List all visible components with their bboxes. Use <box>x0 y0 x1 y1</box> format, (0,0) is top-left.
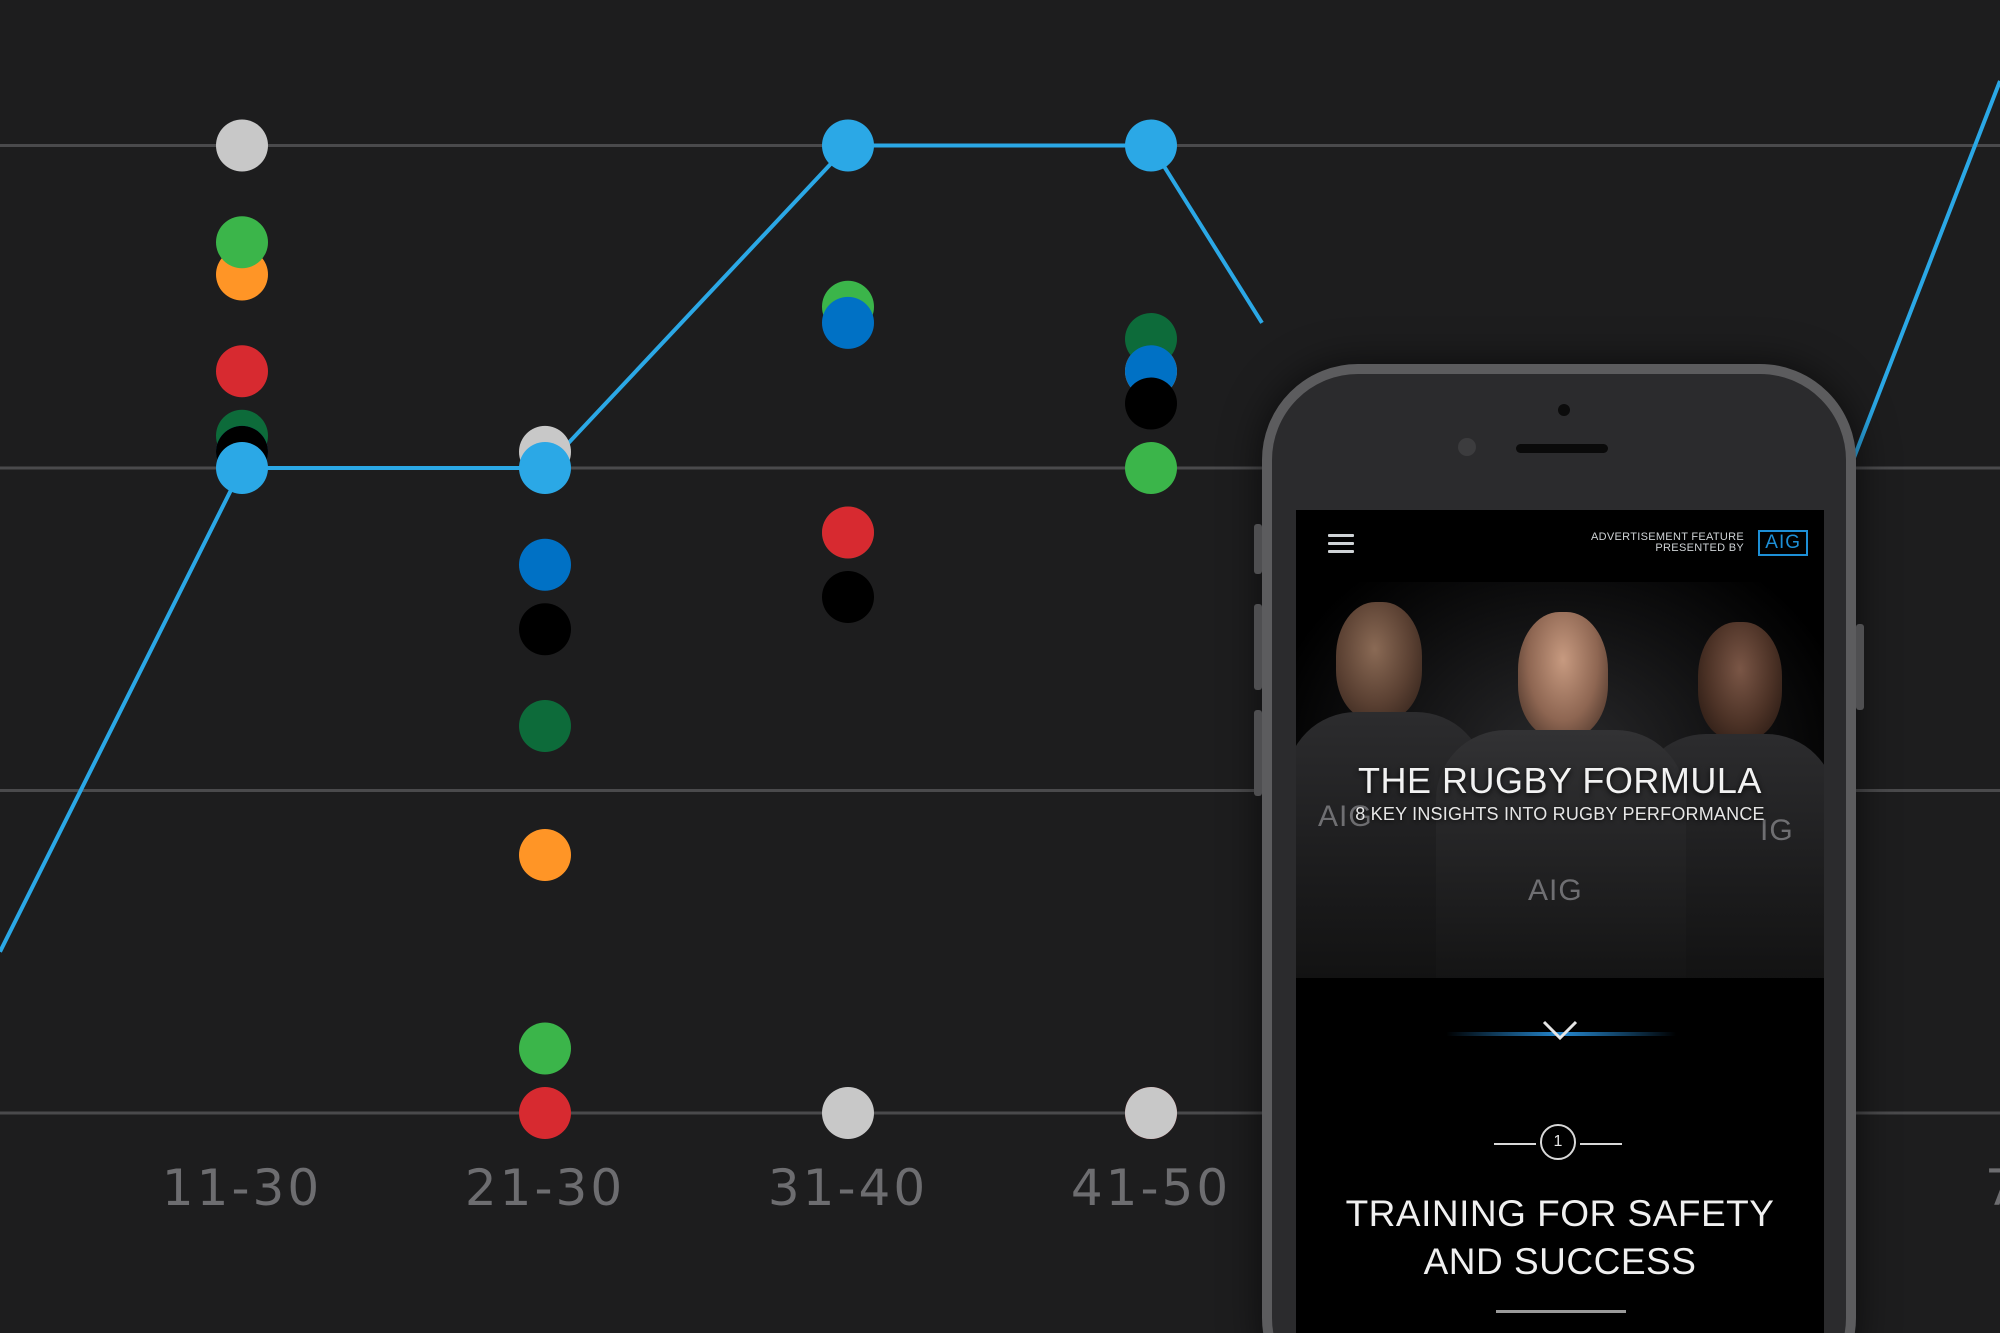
data-point <box>519 829 571 881</box>
scroll-glow <box>1446 1032 1676 1036</box>
player-center <box>1436 612 1686 978</box>
highlight-point <box>822 119 874 172</box>
highlight-line-layer <box>0 80 2000 953</box>
section-title-line1: TRAINING FOR SAFETY <box>1345 1193 1775 1234</box>
x-tick-label: 31-40 <box>768 1159 928 1217</box>
data-point <box>216 216 268 269</box>
data-point <box>519 538 571 591</box>
ad-label-line2: PRESENTED BY <box>1655 542 1744 554</box>
data-point <box>216 119 268 172</box>
highlight-point <box>519 442 571 494</box>
data-point <box>216 345 268 398</box>
proximity-sensor <box>1458 438 1476 456</box>
tick-labels: 11-30 21-30 31-40 41-50 7 <box>162 1159 2000 1217</box>
data-point <box>822 296 874 349</box>
step-divider-right <box>1580 1143 1622 1145</box>
ad-label-line1: ADVERTISEMENT FEATURE <box>1591 531 1744 543</box>
data-point <box>519 603 571 656</box>
data-point <box>519 700 571 752</box>
advertisement-label: ADVERTISEMENT FEATURE PRESENTED BY <box>1591 532 1744 554</box>
hamburger-icon[interactable] <box>1328 534 1354 554</box>
highlight-point <box>216 442 268 494</box>
highlight-series-line <box>0 143 1264 953</box>
section-title: TRAINING FOR SAFETY AND SUCCESS <box>1296 1190 1824 1286</box>
data-point <box>519 1087 571 1139</box>
aig-logo[interactable]: AIG <box>1758 530 1808 556</box>
hero-subtitle: 8 KEY INSIGHTS INTO RUGBY PERFORMANCE <box>1355 804 1765 824</box>
section-title-line2: AND SUCCESS <box>1423 1241 1697 1282</box>
data-point <box>1125 442 1177 494</box>
step-number: 1 <box>1540 1124 1576 1160</box>
earpiece-speaker <box>1516 444 1608 453</box>
phone-volume-up-button <box>1254 604 1262 690</box>
data-point <box>822 506 874 559</box>
x-tick-label: 21-30 <box>465 1159 625 1217</box>
data-point <box>1125 1087 1177 1139</box>
phone-screen: ADVERTISEMENT FEATURE PRESENTED BY AIG A… <box>1296 510 1824 1333</box>
phone-power-button <box>1856 624 1864 710</box>
jersey-logo-right: IG <box>1760 814 1794 847</box>
step-divider-left <box>1494 1143 1536 1145</box>
hero-image: AIG AIG IG THE RUGBY FORMULA 8 KEY INSIG… <box>1296 582 1824 978</box>
data-point <box>822 1087 874 1139</box>
highlight-point <box>1125 119 1177 172</box>
front-camera <box>1558 404 1570 416</box>
x-tick-label: 41-50 <box>1071 1159 1231 1217</box>
x-tick-label: 11-30 <box>162 1159 322 1217</box>
data-point <box>519 1022 571 1075</box>
phone-side-button <box>1254 524 1262 574</box>
chevron-down-icon[interactable] <box>1540 1010 1580 1050</box>
data-point <box>1125 377 1177 430</box>
phone-mockup: ADVERTISEMENT FEATURE PRESENTED BY AIG A… <box>1254 364 1864 1333</box>
jersey-logo-left: AIG <box>1318 800 1373 833</box>
phone-volume-down-button <box>1254 710 1262 796</box>
data-point <box>822 571 874 623</box>
hero-title: THE RUGBY FORMULA <box>1358 760 1762 801</box>
jersey-logo-center: AIG <box>1528 874 1583 907</box>
x-tick-label: 7 <box>1985 1159 2000 1217</box>
dot-layer <box>216 119 1177 1139</box>
highlight-series-line-right <box>1848 80 2000 469</box>
section-rule <box>1496 1310 1626 1313</box>
